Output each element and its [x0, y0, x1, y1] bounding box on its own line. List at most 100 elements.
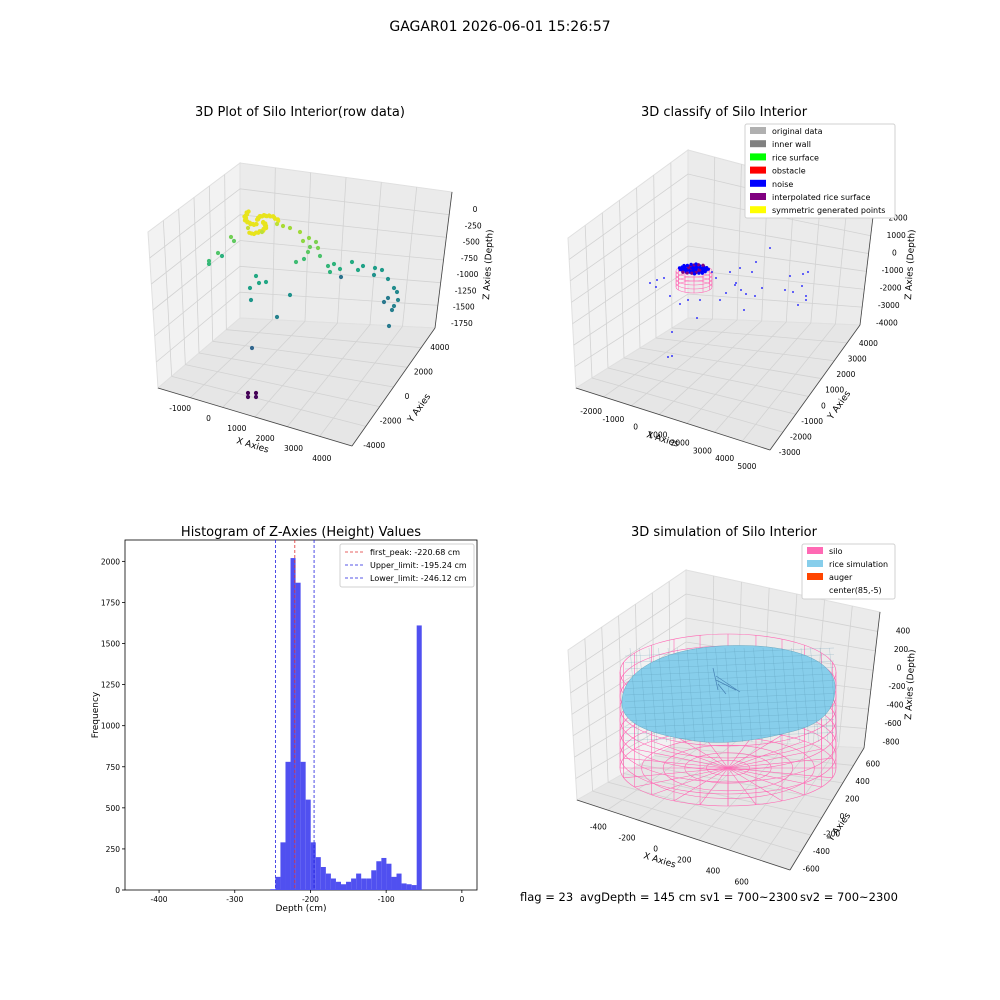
cls-z-axis-line — [859, 199, 876, 326]
cls-legend-label: inner wall — [772, 140, 811, 149]
cls-noise-point — [745, 293, 747, 295]
hist-legend-label: Upper_limit: -195.24 cm — [370, 561, 467, 570]
sim-y-tick: -400 — [813, 847, 830, 856]
cls-z-tick: 0 — [892, 249, 897, 258]
cls-legend-swatch — [750, 166, 766, 174]
cls-legend-swatch — [750, 179, 766, 187]
raw-z-tick: -1250 — [455, 286, 477, 295]
hist-y-tick: 1500 — [101, 640, 120, 649]
raw-z-ticks: 0 -250 -500 -750 -1000 -1250 -1500 -1750 — [451, 205, 482, 328]
sim-y-tick: 0 — [840, 812, 845, 821]
raw-y-tick: -2000 — [380, 416, 402, 425]
cls-rice-point — [685, 263, 689, 267]
sim-z-tick: 400 — [896, 626, 911, 635]
cls-x-tick: 4000 — [715, 454, 734, 463]
sim-y-tick: 200 — [845, 795, 860, 804]
cls-z-tick: -4000 — [876, 318, 898, 327]
cls-noise-point — [671, 331, 673, 333]
raw-data-point — [206, 258, 212, 264]
hist-bar — [295, 582, 301, 890]
raw-data-point — [248, 297, 254, 303]
raw-data-point — [317, 253, 323, 259]
cls-legend-swatch — [750, 140, 766, 148]
raw-data-point — [391, 285, 397, 291]
cls-y-tick: -3000 — [779, 448, 801, 457]
hist-y-ticks: 0 250 500 750 1000 1250 1500 1750 2000 — [101, 557, 125, 895]
cls-x-tick: 5000 — [737, 462, 756, 471]
raw-data-point — [305, 249, 311, 255]
cls-legend: original data inner wall rice surface obsta… — [744, 123, 896, 219]
raw-data-point — [381, 299, 387, 305]
raw-data-point — [274, 314, 280, 320]
cls-noise-point — [671, 355, 673, 357]
hist-bar — [391, 876, 397, 890]
hist-bar — [290, 558, 296, 890]
raw-data-point — [274, 221, 280, 227]
cls-legend-label: interpolated rice surface — [772, 193, 870, 202]
raw-y-ticks: -4000 -2000 0 2000 4000 — [363, 343, 449, 450]
cls-rice-point — [701, 263, 705, 267]
raw-z-tick: -250 — [465, 221, 482, 230]
raw-y-label: Y Axies — [406, 392, 434, 425]
cls-noise-point — [669, 295, 671, 297]
subplot-classify-title: 3D classify of Silo Interior — [641, 105, 808, 120]
sim-rice-surface-patch — [621, 645, 836, 743]
sim-z-tick: 200 — [894, 645, 909, 654]
raw-data-point — [327, 269, 333, 275]
hist-x-tick: 0 — [459, 895, 464, 904]
cls-noise-point — [679, 303, 681, 305]
footer-status: flag = 23 avgDepth = 145 cm sv1 = 700~23… — [520, 890, 898, 904]
hist-bar — [305, 799, 311, 890]
raw-z-tick: -500 — [463, 238, 480, 247]
cls-x-tick: 3000 — [693, 446, 712, 455]
hist-bar — [411, 885, 417, 890]
hist-bar — [270, 889, 276, 890]
sim-z-tick: -600 — [884, 719, 901, 728]
sim-z-tick: -400 — [886, 701, 903, 710]
raw-x-tick: 1000 — [227, 424, 246, 433]
hist-bar — [285, 761, 291, 890]
raw-data-point — [215, 250, 221, 256]
sim-x-tick: 400 — [706, 867, 721, 876]
cls-legend-swatch — [750, 153, 766, 161]
raw-data-point — [297, 229, 303, 235]
raw-x-tick: 3000 — [284, 444, 303, 453]
hist-x-label: Depth (cm) — [275, 904, 326, 914]
raw-data-point — [249, 345, 255, 351]
hist-y-tick: 0 — [115, 886, 120, 895]
hist-bar — [300, 761, 306, 890]
raw-data-point — [253, 273, 259, 279]
cls-x-tick: -2000 — [580, 407, 602, 416]
hist-vlines — [275, 540, 315, 890]
raw-data-point — [262, 222, 267, 227]
hist-legend: first_peak: -220.68 cm Upper_limit: -195.… — [339, 543, 475, 588]
raw-data-point — [287, 225, 293, 231]
sim-x-tick: 600 — [735, 878, 750, 887]
cls-noise-point — [805, 299, 807, 301]
hist-bar — [396, 873, 402, 890]
hist-x-ticks: -400 -300 -200 -100 0 — [151, 890, 464, 904]
raw-data-point — [243, 216, 249, 221]
cls-noise-point — [699, 299, 701, 301]
raw-data-point — [268, 214, 273, 219]
raw-z-tick: 0 — [473, 205, 478, 214]
sim-z-tick: -800 — [882, 738, 899, 747]
cls-rice-point — [690, 271, 694, 275]
cls-noise-point — [805, 295, 807, 297]
cls-legend-label: symmetric generated points — [772, 206, 885, 215]
raw-data-point — [360, 263, 366, 269]
raw-y-tick: 2000 — [414, 368, 433, 377]
raw-y-tick: -4000 — [363, 441, 385, 450]
cls-legend-label: noise — [772, 180, 793, 189]
raw-z-label: Z Axies (Depth) — [482, 229, 496, 300]
hist-y-tick: 1000 — [101, 722, 120, 731]
sim-legend-label: rice simulation — [829, 560, 888, 569]
cls-noise-point — [789, 275, 791, 277]
raw-data-point — [247, 230, 252, 235]
subplot-simulation-3d: 3D simulation of Silo Interior -400-2000… — [567, 525, 918, 887]
raw-z-tick: -1000 — [457, 270, 479, 279]
figure-suptitle: GAGAR01 2026-06-01 15:26:57 — [389, 19, 610, 35]
sim-legend-swatch — [807, 547, 823, 554]
